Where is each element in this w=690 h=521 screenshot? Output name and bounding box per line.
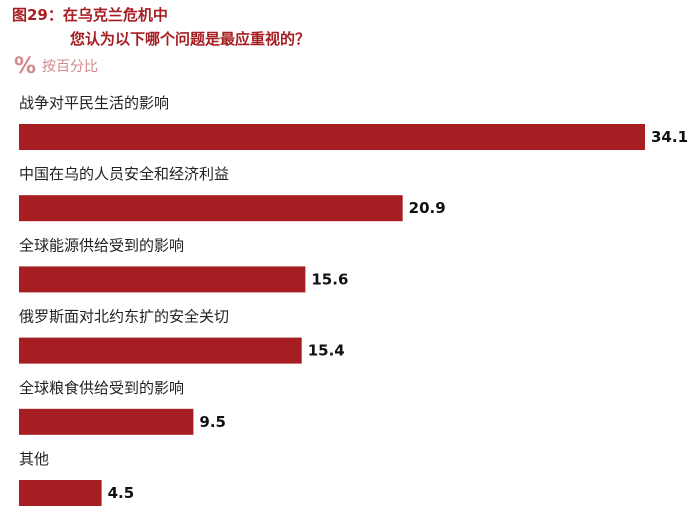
percent-icon: % [14,54,37,79]
category-label: 战争对平民生活的影响 [19,94,169,112]
bar [19,337,302,364]
value-label: 15.4 [308,342,345,360]
unit-label: 按百分比 [42,59,99,75]
bar [19,480,102,506]
category-label: 全球粮食供给受到的影响 [19,379,184,397]
bar [19,124,645,150]
category-label: 其他 [19,450,49,468]
bar [19,408,194,435]
bar [19,195,403,222]
value-label: 4.5 [108,484,135,502]
chart-title-line-2: 您认为以下哪个问题是最应重视的？ [70,30,311,48]
value-label: 34.1 [651,128,688,146]
category-label: 中国在乌的人员安全和经济利益 [19,165,229,183]
category-label: 俄罗斯面对北约东扩的安全关切 [19,308,229,326]
unit-indicator: % 按百分比 [14,56,98,78]
chart-title-line-1: 图29：在乌克兰危机中 [12,6,168,24]
value-label: 15.6 [311,270,348,288]
category-label: 全球能源供给受到的影响 [19,236,184,254]
value-label: 20.9 [409,199,446,217]
value-label: 9.5 [199,413,226,431]
bar [19,266,306,293]
